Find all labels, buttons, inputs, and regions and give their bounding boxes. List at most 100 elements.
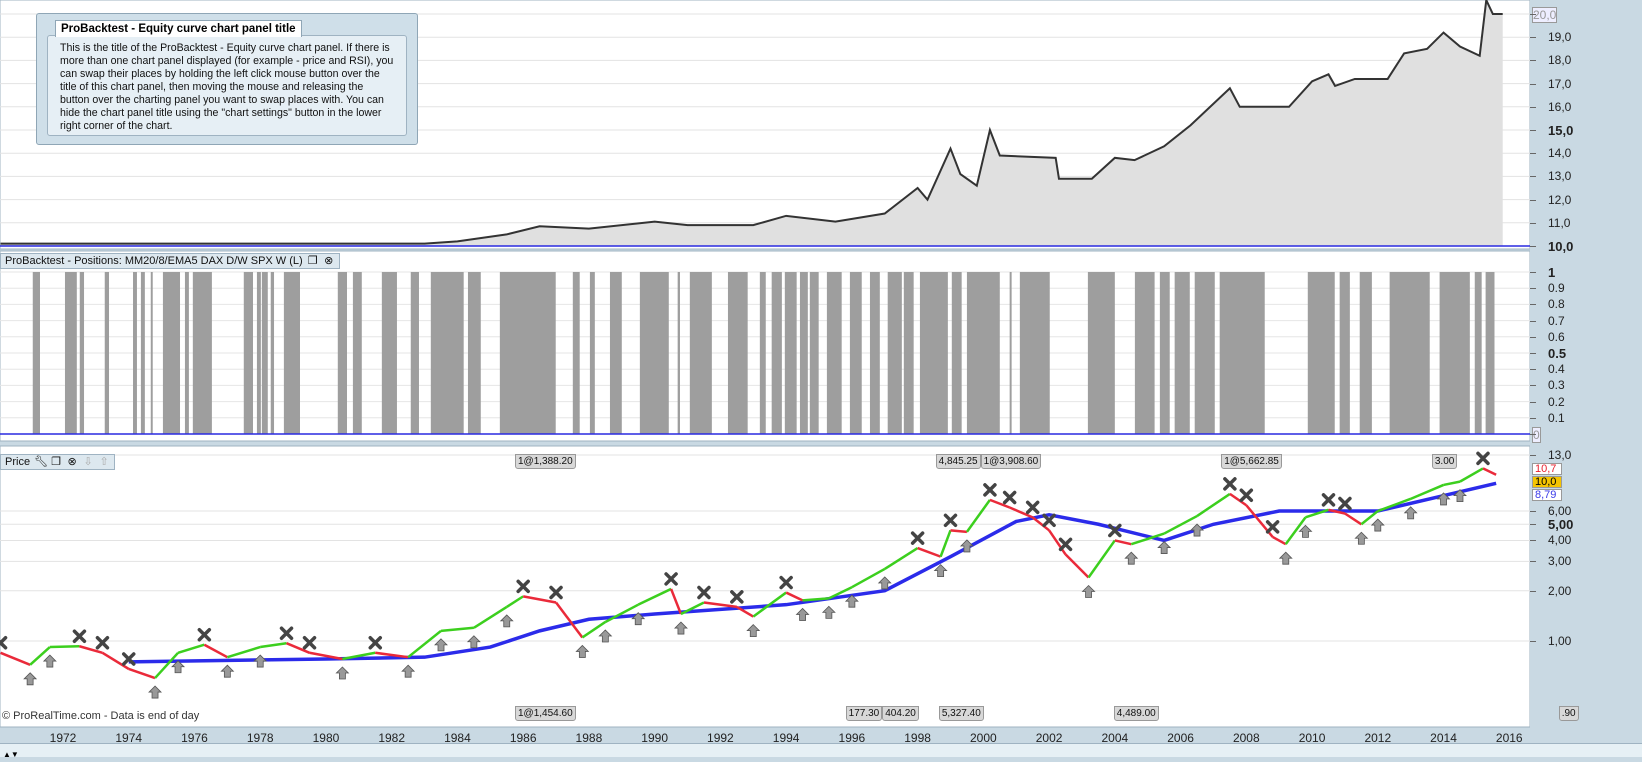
positions-axis-label: 0.2 xyxy=(1548,394,1565,409)
order-label: .90 xyxy=(1558,706,1579,721)
price-axis-label: 4,00 xyxy=(1548,533,1572,548)
price-segment xyxy=(581,620,607,639)
buy-arrow-icon xyxy=(1354,531,1369,545)
sell-cross-icon xyxy=(95,636,110,650)
close-panel-icon[interactable]: ⊗ xyxy=(324,255,334,267)
buy-arrow-icon xyxy=(598,629,613,643)
price-segment xyxy=(473,605,508,629)
position-bar xyxy=(1019,272,1050,434)
copyright-text: © ProRealTime.com - Data is end of day xyxy=(2,710,200,722)
collapse-arrows-icon[interactable]: ▲▼ xyxy=(3,750,19,759)
price-segment xyxy=(309,651,343,661)
position-bar xyxy=(162,272,181,434)
buy-arrow-icon xyxy=(171,660,186,674)
year-label: 1980 xyxy=(312,731,340,745)
price-segment xyxy=(1114,539,1132,546)
positions-axis-label: 0.3 xyxy=(1548,378,1565,393)
sell-cross-icon xyxy=(0,636,8,650)
equity-axis-label: 11,0 xyxy=(1548,215,1571,230)
price-panel-title[interactable]: Price 🔧︎ ❐ ⊗ ⇩ ⇧ xyxy=(0,454,116,470)
tooltip-title: ProBacktest - Equity curve chart panel t… xyxy=(55,20,302,37)
axis-tick xyxy=(1530,524,1536,526)
price-segment xyxy=(703,601,738,609)
year-label: 2000 xyxy=(970,731,997,745)
move-down-icon[interactable]: ⇩ xyxy=(83,456,93,468)
year-label: 2004 xyxy=(1101,731,1129,745)
positions-panel-title[interactable]: ProBacktest - Positions: MM20/8/EMA5 DAX… xyxy=(0,253,340,269)
sell-cross-icon xyxy=(1042,513,1056,528)
price-segment xyxy=(669,588,683,615)
equity-area xyxy=(0,0,1503,246)
sell-cross-icon xyxy=(910,531,925,545)
sell-cross-icon xyxy=(1476,451,1490,466)
axis-tick xyxy=(1530,130,1536,131)
position-bar xyxy=(1174,272,1190,434)
price-segment xyxy=(1229,492,1248,507)
price-segment xyxy=(637,587,672,606)
buy-arrow-icon xyxy=(401,664,416,678)
maximize-icon[interactable]: ❐ xyxy=(51,456,61,468)
bottom-scroll-bar[interactable]: ▲▼ xyxy=(0,743,1642,759)
wrench-settings-icon[interactable]: 🔧︎ xyxy=(34,456,49,468)
position-bar xyxy=(1339,272,1350,434)
price-axis-label: 6,00 xyxy=(1548,504,1572,519)
move-up-icon[interactable]: ⇧ xyxy=(99,456,109,468)
equity-axis-label: 10,0 xyxy=(1548,239,1574,254)
price-segment xyxy=(1048,529,1067,556)
buy-arrow-icon xyxy=(1298,524,1313,538)
sell-cross-icon xyxy=(664,572,678,586)
axis-tick xyxy=(1530,176,1536,178)
price-segment xyxy=(79,645,103,654)
positions-axis-label: 0.8 xyxy=(1548,297,1565,312)
position-bar xyxy=(903,272,914,434)
sell-cross-icon xyxy=(1265,520,1280,534)
position-bar xyxy=(1134,272,1155,434)
price-segment xyxy=(203,643,228,659)
sell-cross-icon xyxy=(302,636,317,650)
price-segment xyxy=(286,642,311,654)
position-bar xyxy=(104,272,110,434)
sell-cross-icon xyxy=(197,627,212,642)
sell-cross-icon xyxy=(1338,496,1352,511)
sell-cross-icon xyxy=(697,585,711,600)
position-bar xyxy=(826,272,842,434)
buy-arrow-icon xyxy=(1157,540,1172,554)
price-segment xyxy=(226,645,261,659)
moving-average-line xyxy=(128,481,1497,664)
position-bar xyxy=(243,272,253,434)
price-segment xyxy=(1482,467,1497,476)
position-bar xyxy=(1439,272,1470,434)
equity-axis-label: 14,0 xyxy=(1548,146,1572,161)
sell-cross-icon xyxy=(368,636,383,650)
buy-arrow-icon xyxy=(746,624,761,637)
position-bar xyxy=(1474,272,1482,434)
price-segment xyxy=(1360,510,1379,526)
position-bar xyxy=(809,272,819,434)
year-label: 1990 xyxy=(641,731,669,745)
year-label: 1974 xyxy=(115,731,143,745)
positions-axis-label: 0.5 xyxy=(1548,346,1567,361)
order-label: 4,489.00 xyxy=(1113,706,1159,721)
position-bar xyxy=(919,272,948,434)
price-segment xyxy=(260,641,287,649)
positions-axis-label: 0 xyxy=(1532,427,1541,443)
axis-tick xyxy=(1530,561,1536,563)
axis-tick xyxy=(1530,540,1536,542)
close-panel-icon[interactable]: ⊗ xyxy=(67,456,77,468)
axis-tick xyxy=(1530,106,1536,108)
price-segment xyxy=(1410,483,1445,500)
buy-arrow-icon xyxy=(959,539,974,553)
price-segment xyxy=(785,591,804,602)
axis-tick xyxy=(1530,590,1536,592)
price-segment xyxy=(1305,508,1329,519)
axis-tick xyxy=(1530,288,1536,290)
axis-tick xyxy=(1530,14,1536,15)
year-label: 1986 xyxy=(509,731,537,745)
axis-tick xyxy=(1530,83,1536,85)
equity-axis-label: 15,0 xyxy=(1548,123,1574,138)
maximize-icon[interactable]: ❐ xyxy=(307,255,318,267)
position-bar xyxy=(759,272,766,434)
chart-plot-area[interactable] xyxy=(0,0,1530,757)
position-bar xyxy=(572,272,580,434)
equity-axis-label: 19,0 xyxy=(1548,30,1572,45)
